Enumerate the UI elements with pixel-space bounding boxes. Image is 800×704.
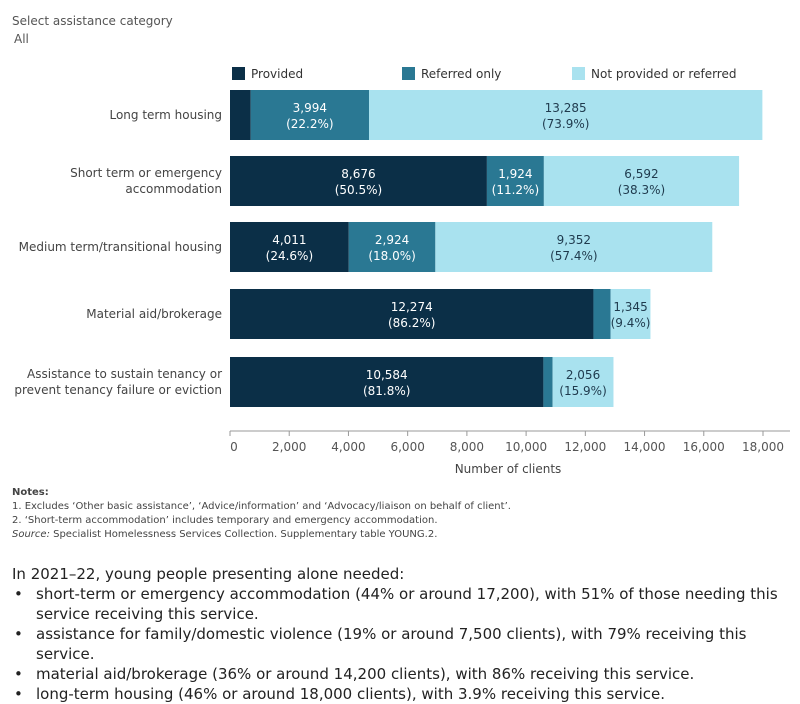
legend-label: Provided	[251, 67, 303, 81]
category-label: Medium term/transitional housing	[19, 240, 222, 254]
category-label: Material aid/brokerage	[86, 307, 222, 321]
legend-label: Not provided or referred	[591, 67, 736, 81]
data-label-percent: (9.4%)	[611, 316, 651, 330]
data-label: 4,011	[272, 233, 306, 247]
summary-bullet: • material aid/brokerage (36% or around 1…	[12, 664, 792, 684]
data-label-percent: (38.3%)	[618, 183, 665, 197]
category-label: prevent tenancy failure or eviction	[14, 383, 222, 397]
x-tick-label: 2,000	[272, 440, 306, 454]
summary-bullet-text: long-term housing (46% or around 18,000 …	[36, 685, 666, 703]
x-tick-label: 0	[230, 440, 238, 454]
data-label-percent: (50.5%)	[335, 183, 382, 197]
data-label-percent: (81.8%)	[363, 384, 410, 398]
note-2: 2. ‘Short-term accommodation’ includes t…	[12, 515, 438, 526]
data-label: 1,924	[498, 167, 532, 181]
data-label: 2,924	[375, 233, 409, 247]
legend-label: Referred only	[421, 67, 501, 81]
bar-segment[interactable]	[230, 357, 544, 407]
bar-segment[interactable]	[230, 90, 251, 140]
x-tick-label: 6,000	[390, 440, 424, 454]
data-label: 9,352	[557, 233, 591, 247]
data-label: 12,274	[391, 300, 433, 314]
category-label: Short term or emergency	[70, 166, 222, 180]
legend-swatch[interactable]	[232, 67, 245, 80]
bar-segment[interactable]	[593, 289, 611, 339]
notes-heading: Notes:	[12, 487, 49, 498]
bullet-glyph: •	[14, 665, 23, 683]
summary-text: In 2021–22, young people presenting alon…	[12, 564, 792, 704]
x-tick-label: 16,000	[683, 440, 725, 454]
bar-segment[interactable]	[230, 222, 349, 272]
note-1: 1. Excludes ‘Other basic assistance’, ‘A…	[12, 501, 511, 512]
filter-label: Select assistance category	[12, 14, 173, 28]
bullet-glyph: •	[14, 625, 23, 643]
summary-bullet-text: material aid/brokerage (36% or around 14…	[36, 665, 695, 683]
summary-intro: In 2021–22, young people presenting alon…	[12, 565, 405, 583]
data-label: 8,676	[341, 167, 375, 181]
x-tick-label: 8,000	[450, 440, 484, 454]
summary-list: • short-term or emergency accommodation (…	[12, 584, 792, 704]
legend-swatch[interactable]	[572, 67, 585, 80]
data-label: 10,584	[366, 368, 408, 382]
bar-segment[interactable]	[435, 222, 713, 272]
bar-segment[interactable]	[610, 289, 651, 339]
bar-segment[interactable]	[230, 156, 487, 206]
data-label: 2,056	[566, 368, 600, 382]
category-label: Long term housing	[109, 108, 222, 122]
legend-swatch[interactable]	[402, 67, 415, 80]
summary-bullet: • long-term housing (46% or around 18,000…	[12, 684, 792, 704]
source-line: Source: Specialist Homelessness Services…	[12, 528, 511, 542]
data-label: 6,592	[624, 167, 658, 181]
data-label-percent: (57.4%)	[550, 249, 597, 263]
bar-segment[interactable]	[543, 357, 553, 407]
x-tick-label: 18,000	[742, 440, 784, 454]
summary-bullet-text: short-term or emergency accommodation (4…	[36, 585, 778, 623]
x-axis-title: Number of clients	[455, 462, 562, 476]
x-tick-label: 4,000	[331, 440, 365, 454]
source-key: Source:	[12, 529, 50, 540]
bullet-glyph: •	[14, 585, 23, 603]
summary-bullet-text: assistance for family/domestic violence …	[36, 625, 747, 663]
summary-bullet: • assistance for family/domestic violence…	[12, 624, 792, 664]
x-tick-label: 12,000	[564, 440, 606, 454]
filter-dropdown[interactable]: All	[14, 32, 29, 46]
data-label-percent: (73.9%)	[542, 117, 589, 131]
stacked-bar-chart: Provided Referred only Not provided or ref…	[14, 67, 790, 476]
bar-segment[interactable]	[250, 90, 369, 140]
source-text: Specialist Homelessness Services Collect…	[49, 529, 438, 540]
data-label: 1,345	[613, 300, 647, 314]
data-label-percent: (15.9%)	[559, 384, 606, 398]
x-tick-label: 14,000	[624, 440, 666, 454]
data-label-percent: (24.6%)	[266, 249, 313, 263]
bullet-glyph: •	[14, 685, 23, 703]
bar-segment[interactable]	[368, 90, 763, 140]
bar-segment[interactable]	[230, 289, 594, 339]
bar-segment[interactable]	[348, 222, 436, 272]
bar-segment[interactable]	[552, 357, 614, 407]
bar-segment[interactable]	[543, 156, 740, 206]
data-label-percent: (18.0%)	[368, 249, 415, 263]
data-label: 3,994	[293, 101, 327, 115]
summary-bullet: • short-term or emergency accommodation (…	[12, 584, 792, 624]
data-label: 13,285	[545, 101, 587, 115]
category-label: Assistance to sustain tenancy or	[27, 367, 222, 381]
category-label: accommodation	[125, 182, 222, 196]
x-tick-label: 10,000	[505, 440, 547, 454]
data-label-percent: (11.2%)	[492, 183, 539, 197]
data-label-percent: (22.2%)	[286, 117, 333, 131]
bar-segment[interactable]	[486, 156, 544, 206]
data-label-percent: (86.2%)	[388, 316, 435, 330]
notes: Notes: 1. Excludes ‘Other basic assistan…	[12, 486, 511, 542]
